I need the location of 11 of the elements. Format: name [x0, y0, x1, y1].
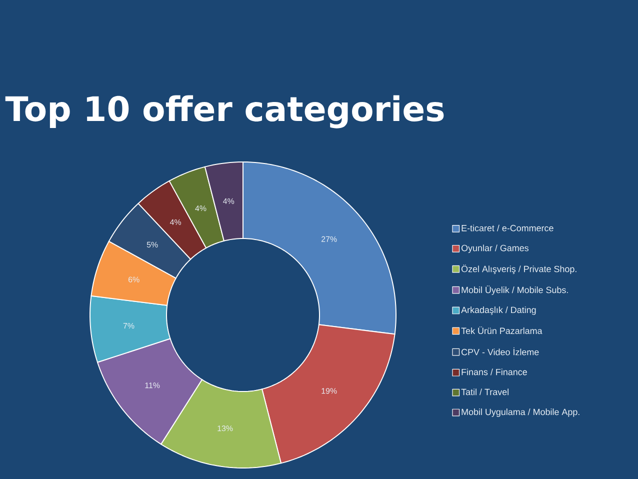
legend-label: Mobil Uygulama / Mobile App.: [462, 408, 580, 417]
legend-label: Oyunlar / Games: [461, 244, 528, 253]
legend-label: Özel Alışveriş / Private Shop.: [461, 264, 576, 274]
chart-title: Top 10 offer categories: [5, 95, 444, 128]
legend-label: Finans / Finance: [462, 368, 527, 376]
legend-label: Tek Ürün Pazarlama: [461, 326, 542, 334]
legend-label: CPV - Video İzleme: [462, 347, 539, 356]
legend-label: Arkadaşlık / Dating: [461, 306, 536, 315]
legend-label: Mobil Üyelik / Mobile Subs.: [462, 286, 568, 295]
legend-label: E-ticaret / e-Commerce: [462, 224, 554, 232]
legend-label: Tatil / Travel: [461, 388, 508, 396]
